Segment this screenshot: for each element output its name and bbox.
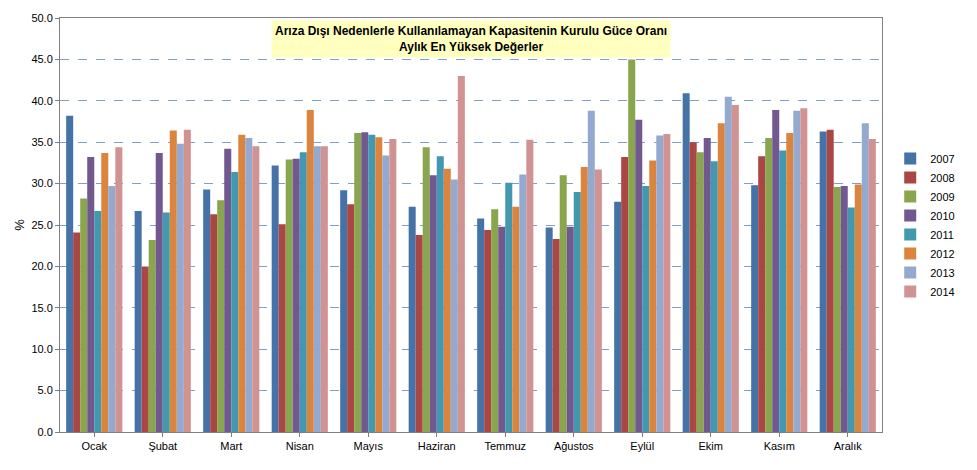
svg-text:Kasım: Kasım: [764, 440, 795, 452]
svg-text:Eylül: Eylül: [630, 440, 654, 452]
svg-text:50.0: 50.0: [31, 12, 52, 24]
svg-text:35.0: 35.0: [31, 136, 52, 148]
svg-text:15.0: 15.0: [31, 302, 52, 314]
svg-text:Ekim: Ekim: [699, 440, 723, 452]
svg-text:2012: 2012: [930, 248, 954, 260]
svg-text:2011: 2011: [930, 229, 954, 241]
svg-text:30.0: 30.0: [31, 177, 52, 189]
svg-text:40.0: 40.0: [31, 95, 52, 107]
svg-text:Şubat: Şubat: [148, 440, 177, 452]
svg-text:2013: 2013: [930, 267, 954, 279]
svg-text:Haziran: Haziran: [418, 440, 456, 452]
svg-text:Nisan: Nisan: [286, 440, 314, 452]
svg-text:2008: 2008: [930, 172, 954, 184]
svg-text:5.0: 5.0: [38, 384, 53, 396]
svg-text:Temmuz: Temmuz: [484, 440, 526, 452]
svg-text:Aralık: Aralık: [834, 440, 863, 452]
svg-text:%: %: [12, 219, 27, 231]
svg-text:Mayıs: Mayıs: [354, 440, 384, 452]
svg-text:Ocak: Ocak: [81, 440, 107, 452]
svg-text:25.0: 25.0: [31, 219, 52, 231]
svg-text:20.0: 20.0: [31, 260, 52, 272]
svg-text:2009: 2009: [930, 191, 954, 203]
svg-text:Arıza Dışı Nedenlerle Kullanıl: Arıza Dışı Nedenlerle Kullanılamayan Kap…: [275, 24, 667, 54]
svg-text:2007: 2007: [930, 153, 954, 165]
svg-text:0.0: 0.0: [38, 426, 53, 438]
svg-text:45.0: 45.0: [31, 53, 52, 65]
svg-text:Mart: Mart: [220, 440, 242, 452]
svg-text:Ağustos: Ağustos: [554, 440, 594, 452]
svg-text:10.0: 10.0: [31, 343, 52, 355]
svg-text:2014: 2014: [930, 286, 954, 298]
svg-text:2010: 2010: [930, 210, 954, 222]
